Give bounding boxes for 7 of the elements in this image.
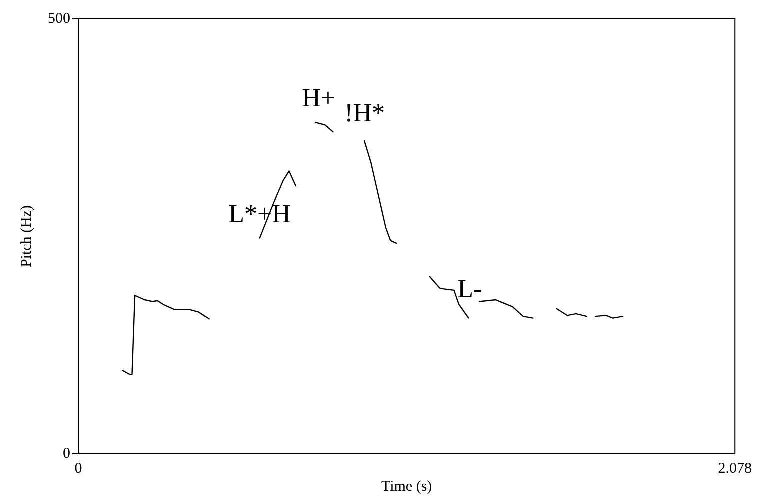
y-axis-title: Pitch (Hz) [18, 205, 35, 268]
y-tick-label: 500 [48, 10, 70, 27]
x-axis-title: Time (s) [381, 478, 432, 495]
x-tick-label: 2.078 [718, 460, 752, 477]
annotation: !H* [344, 98, 386, 128]
annotation: H+ [302, 84, 336, 113]
annotation: L- [458, 274, 482, 304]
